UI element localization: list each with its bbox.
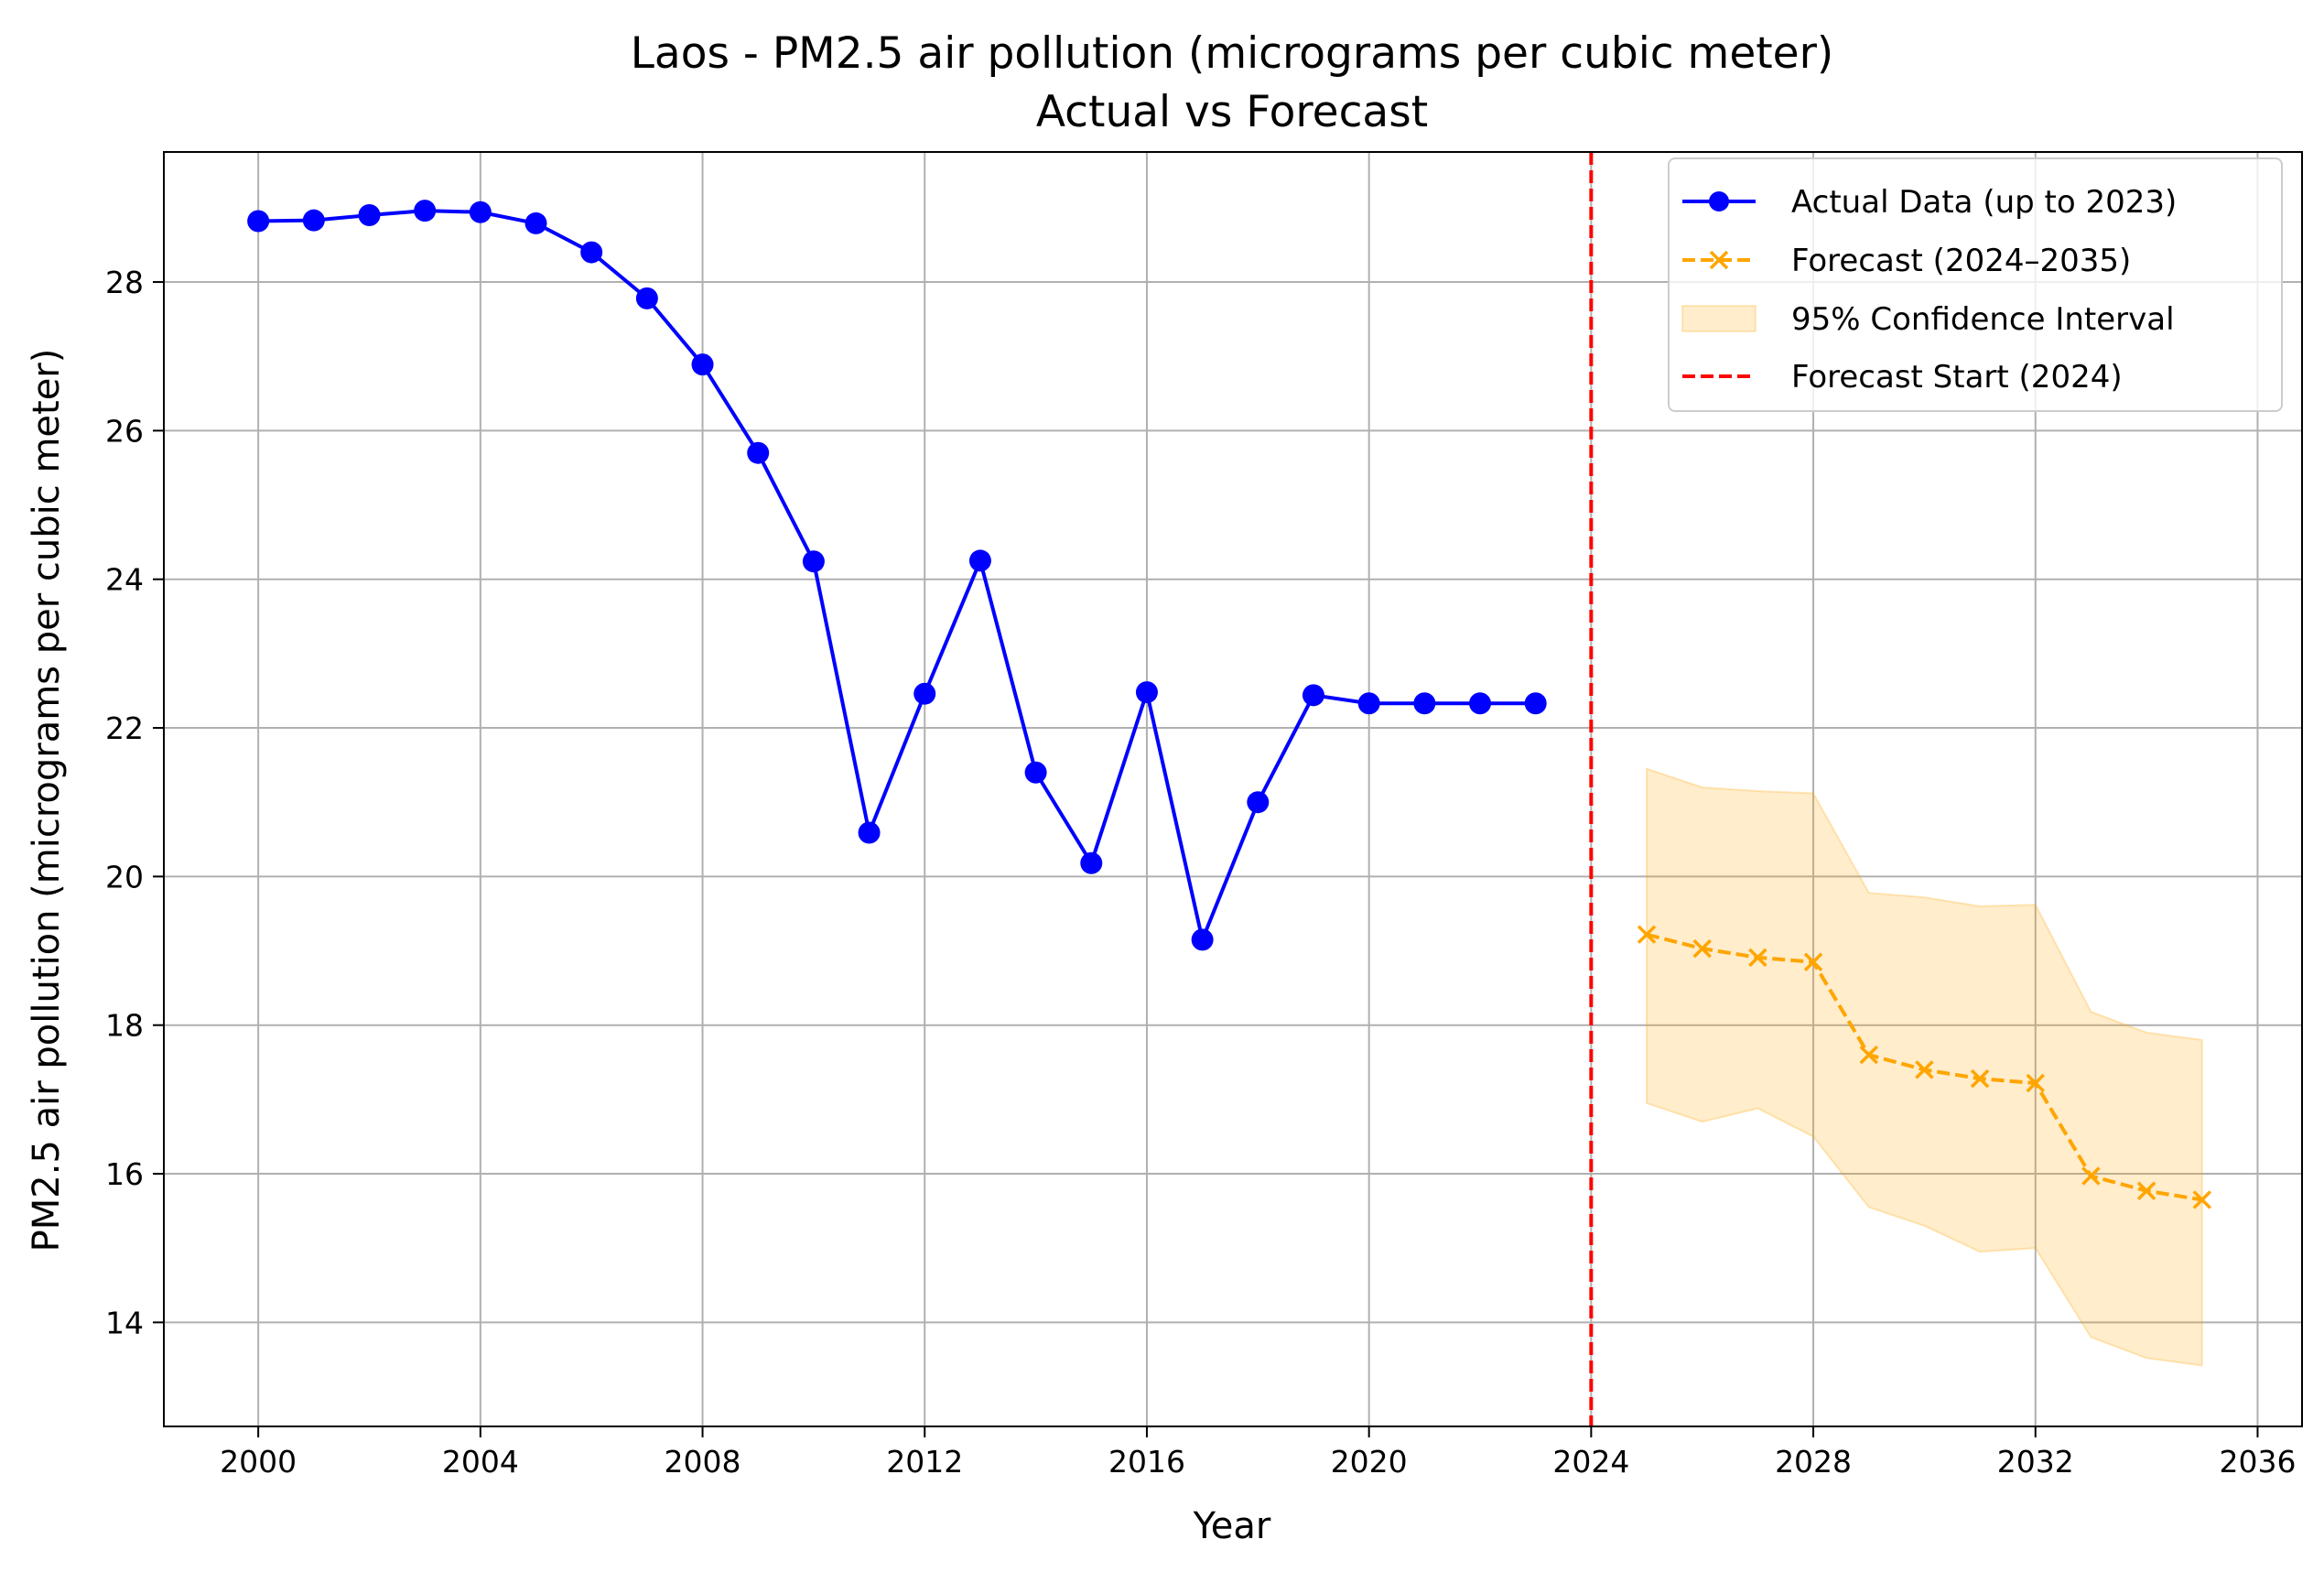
- legend-forecast-marker-swatch: [1709, 250, 1729, 270]
- legend-forecast-label: Forecast (2024–2035): [1791, 243, 2131, 279]
- actual-series: [247, 200, 1547, 951]
- x-tick-label: 2008: [665, 1444, 741, 1480]
- actual-data-point: [358, 203, 381, 226]
- y-tick-label: 22: [105, 710, 144, 746]
- x-tick-label: 2020: [1331, 1444, 1408, 1480]
- actual-data-point: [913, 682, 936, 705]
- actual-data-point: [580, 241, 603, 264]
- plot-area-frame: [163, 151, 2303, 1427]
- x-tick-label: 2032: [1997, 1444, 2074, 1480]
- actual-data-point: [1191, 928, 1214, 951]
- actual-data-point: [302, 209, 325, 232]
- y-tick-label: 18: [105, 1008, 144, 1044]
- actual-data-point: [1413, 692, 1436, 715]
- confidence-interval-area: [1646, 767, 2203, 1367]
- legend-item-forecast-start: Forecast Start (2024): [1682, 359, 2123, 396]
- actual-data-point: [1357, 692, 1380, 715]
- x-axis-ticks: 2000 2004 2008 2012 2016 2020 2024 2028 2032 2036: [220, 1426, 2296, 1480]
- x-tick-label: 2028: [1775, 1444, 1852, 1480]
- legend: Actual Data (up to 2023) Forecast (2024–…: [1668, 157, 2283, 412]
- actual-data-point: [968, 549, 991, 572]
- forecast-series: [1637, 925, 2212, 1209]
- actual-data-point: [247, 210, 270, 233]
- actual-data-point: [635, 287, 658, 309]
- y-tick-label: 28: [105, 265, 144, 300]
- legend-actual-label: Actual Data (up to 2023): [1791, 184, 2177, 221]
- actual-data-point: [1302, 684, 1324, 707]
- y-tick-label: 26: [105, 413, 144, 449]
- y-axis-label: PM2.5 air pollution (micrograms per cubi…: [26, 349, 68, 1252]
- chart-subtitle: Actual vs Forecast: [1036, 87, 1428, 137]
- actual-data-point: [1524, 692, 1547, 715]
- x-axis-label: Year: [1193, 1505, 1271, 1547]
- actual-data-point: [1080, 851, 1103, 874]
- x-tick-label: 2000: [220, 1444, 297, 1480]
- x-tick-label: 2012: [886, 1444, 963, 1480]
- actual-data-point: [1024, 761, 1047, 784]
- legend-forecast-start-label: Forecast Start (2024): [1791, 359, 2123, 396]
- actual-data-point: [747, 441, 770, 464]
- actual-data-point: [691, 353, 714, 376]
- forecast-data-point: [2136, 1181, 2156, 1200]
- chart-title: Laos - PM2.5 air pollution (micrograms p…: [631, 28, 1834, 79]
- forecast-data-point: [2081, 1166, 2101, 1186]
- y-tick-label: 14: [105, 1305, 144, 1340]
- x-tick-label: 2024: [1552, 1444, 1629, 1480]
- legend-item-forecast: Forecast (2024–2035): [1682, 243, 2131, 279]
- legend-ci-label: 95% Confidence Interval: [1791, 301, 2175, 338]
- actual-data-point: [524, 211, 547, 234]
- forecast-data-point: [1970, 1068, 1990, 1089]
- y-tick-label: 16: [105, 1156, 144, 1192]
- confidence-interval-band: [1646, 767, 2203, 1367]
- legend-ci-swatch: [1681, 305, 1757, 332]
- actual-data-point: [1469, 692, 1492, 715]
- forecast-data-point: [2026, 1073, 2045, 1093]
- legend-box: [1668, 157, 2283, 412]
- actual-data-point: [802, 550, 825, 573]
- forecast-data-point: [1803, 952, 1823, 971]
- legend-item-actual: Actual Data (up to 2023): [1682, 184, 2177, 221]
- forecast-data-point: [2192, 1190, 2212, 1209]
- actual-data-point: [469, 201, 492, 223]
- y-tick-label: 24: [105, 562, 144, 598]
- actual-data-point: [414, 200, 437, 222]
- forecast-data-point: [1859, 1045, 1878, 1065]
- forecast-data-point: [1748, 948, 1767, 968]
- actual-data-point: [1247, 791, 1270, 814]
- forecast-data-point: [1692, 938, 1712, 959]
- forecast-data-point: [1637, 925, 1657, 944]
- legend-actual-marker-swatch: [1709, 191, 1729, 211]
- forecast-data-point: [1915, 1060, 1934, 1079]
- legend-item-confidence-interval: 95% Confidence Interval: [1681, 301, 2175, 338]
- actual-data-point: [858, 821, 881, 844]
- y-axis-ticks: 14 16 18 20 22 24 26 28: [105, 265, 164, 1340]
- x-tick-label: 2016: [1108, 1444, 1185, 1480]
- x-tick-label: 2036: [2219, 1444, 2296, 1480]
- y-tick-label: 20: [105, 859, 144, 894]
- actual-data-point: [1135, 681, 1158, 704]
- x-tick-label: 2004: [442, 1444, 519, 1480]
